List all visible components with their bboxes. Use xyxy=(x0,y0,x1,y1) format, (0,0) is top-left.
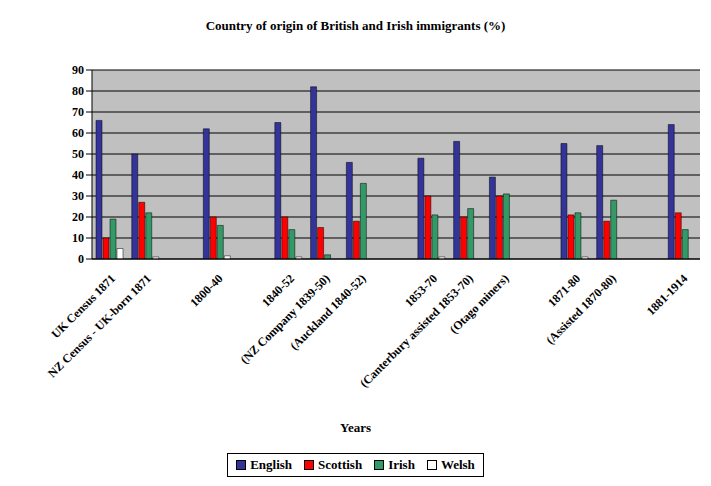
svg-text:(NZ Company 1839-50): (NZ Company 1839-50) xyxy=(237,271,333,367)
svg-text:UK Census 1871: UK Census 1871 xyxy=(48,271,118,341)
svg-text:70: 70 xyxy=(72,105,84,119)
html-text:English: English xyxy=(250,457,293,472)
svg-text:(Assisted 1870-80): (Assisted 1870-80) xyxy=(543,271,619,347)
svg-text:1881-1914: 1881-1914 xyxy=(644,271,691,318)
svg-text:(Otago miners): (Otago miners) xyxy=(447,271,512,336)
svg-text:50: 50 xyxy=(72,147,84,161)
svg-text:90: 90 xyxy=(72,63,84,77)
svg-text:60: 60 xyxy=(72,126,84,140)
svg-text:20: 20 xyxy=(72,210,84,224)
svg-text:1800-40: 1800-40 xyxy=(187,271,225,309)
html-text:Country of origin of British a: Country of origin of British and Irish i… xyxy=(205,18,506,33)
svg-text:(Canterbury assisted 1853-70): (Canterbury assisted 1853-70) xyxy=(357,271,476,391)
svg-text:NZ Census - UK-born 1871: NZ Census - UK-born 1871 xyxy=(45,271,154,380)
svg-text:1840-52: 1840-52 xyxy=(258,271,297,310)
svg-text:80: 80 xyxy=(72,84,84,98)
svg-text:0: 0 xyxy=(78,252,84,266)
html-text:Welsh: Welsh xyxy=(440,457,475,472)
html-text:Scottish: Scottish xyxy=(318,457,363,472)
html-text:Irish: Irish xyxy=(388,457,415,472)
html-text:Years: Years xyxy=(340,420,371,435)
svg-text:1853-70: 1853-70 xyxy=(401,271,441,310)
svg-text:(Auckland 1840-52): (Auckland 1840-52) xyxy=(287,271,368,352)
svg-text:40: 40 xyxy=(72,168,84,182)
svg-text:1871-80: 1871-80 xyxy=(545,271,584,310)
svg-text:30: 30 xyxy=(72,189,84,203)
svg-text:10: 10 xyxy=(72,231,84,245)
